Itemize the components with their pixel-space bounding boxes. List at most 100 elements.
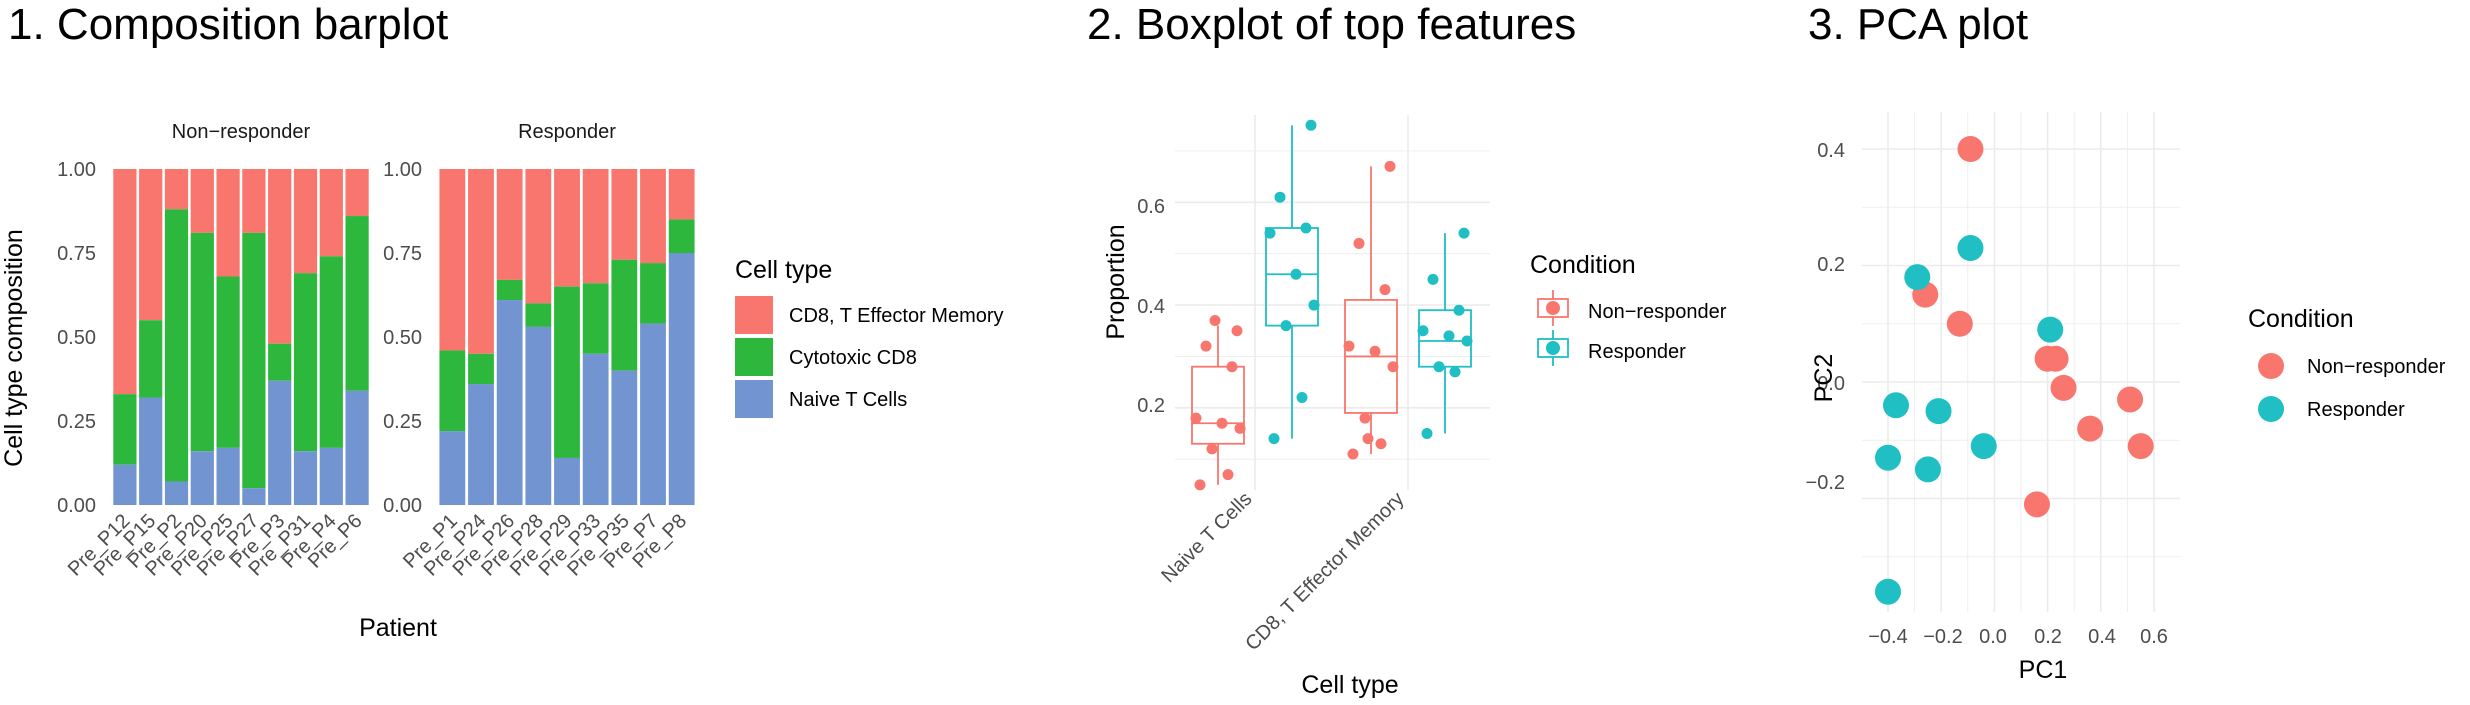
jitter-point-naive-t-cells-non-responder [1209,314,1221,326]
y-tick-label: 0.50 [383,327,422,349]
jitter-point-naive-t-cells-non-responder [1190,412,1202,424]
bar-segment-naive-t-cells-pre-p6 [345,390,369,505]
legend-key-responder [2258,396,2284,422]
jitter-point-naive-t-cells-responder [1290,268,1302,280]
jitter-point-cd8-t-effector-memory-responder [1433,361,1445,373]
bar-segment-cd8-effector-memory-pre-p28 [525,169,552,304]
jitter-point-cd8-t-effector-memory-responder [1458,227,1470,239]
jitter-point-cd8-t-effector-memory-non-responder [1353,237,1365,249]
celltype-legend: Cell type CD8, T Effector Memory Cytotox… [735,256,1004,418]
jitter-point-cd8-t-effector-memory-non-responder [1369,345,1381,357]
x-tick-label: −0.4 [1868,626,1907,648]
jitter-point-naive-t-cells-non-responder [1206,443,1218,455]
bar-segment-naive-t-cells-pre-p25 [216,447,240,505]
y-tick-label: 0.6 [1137,196,1165,218]
pca-y-axis-title: PC2 [1810,354,1838,403]
pca-point-non-responder [2127,433,2154,460]
bar-segment-cytotoxic-cd8-pre-p20 [190,232,214,452]
pca-point-non-responder [1946,310,1973,337]
legend-key-point [1546,341,1560,355]
jitter-point-naive-t-cells-non-responder [1231,325,1243,337]
pca-point-responder [1914,456,1941,483]
bar-segment-cd8-effector-memory-pre-p15 [139,169,163,321]
bar-segment-cytotoxic-cd8-pre-p28 [525,303,552,327]
jitter-point-cd8-t-effector-memory-responder [1449,366,1461,378]
bar-segment-cd8-effector-memory-pre-p6 [345,169,369,217]
legend-key-non-responder [2258,353,2284,379]
bar-segment-cd8-effector-memory-pre-p4 [319,169,343,257]
boxplot-legend: Condition Non−responder Responder [1530,251,1727,366]
bar-segment-cytotoxic-cd8-pre-p8 [668,219,695,253]
boxplot-y-axis: 0.2 0.4 0.6 [1137,196,1165,417]
y-tick-label: 0.00 [383,495,422,517]
bar-segment-cd8-effector-memory-pre-p31 [293,169,318,274]
y-tick-label: 0.00 [57,495,96,517]
pca-point-non-responder [1957,136,1984,162]
bar-segment-cytotoxic-cd8-pre-p24 [468,353,494,385]
jitter-point-naive-t-cells-non-responder [1226,361,1238,373]
bar-segment-naive-t-cells-pre-p27 [242,488,266,505]
barplot-y-axis: 1.00 0.75 0.50 0.25 0.00 1.00 0.75 0.50 … [57,159,422,517]
y-tick-label: 1.00 [383,159,422,181]
composition-barplot: Non−responder Responder 1.00 0.75 0.50 0… [0,121,1004,642]
bar-segment-cd8-effector-memory-pre-p26 [496,169,523,280]
pca-x-axis-title: PC1 [2019,656,2068,684]
jitter-point-naive-t-cells-non-responder [1194,479,1206,491]
boxplot-chart: 0.2 0.4 0.6 Naive T Cells CD8, T Effecto… [1102,115,1727,699]
pca-point-non-responder [2042,345,2069,372]
bar-segment-cytotoxic-cd8-pre-p27 [242,232,266,489]
legend-key-naive-t-cells [735,380,773,418]
jitter-point-cd8-t-effector-memory-responder [1417,325,1429,337]
bar-segment-cytotoxic-cd8-pre-p25 [216,276,240,448]
jitter-point-naive-t-cells-responder [1300,222,1312,234]
box-naive-t-cells-responder [1265,227,1319,327]
jitter-point-naive-t-cells-non-responder [1216,417,1228,429]
bar-segment-naive-t-cells-pre-p26 [496,300,523,505]
legend-key-point [1546,301,1560,315]
bar-segment-cytotoxic-cd8-pre-p7 [640,263,666,324]
bar-segment-cd8-effector-memory-pre-p24 [468,169,494,354]
y-tick-label: 0.4 [1137,296,1165,318]
legend-label-responder: Responder [2307,399,2405,421]
bar-segment-cd8-effector-memory-pre-p3 [268,169,292,344]
bar-segment-cd8-effector-memory-pre-p25 [216,169,240,277]
bar-segment-naive-t-cells-pre-p4 [319,447,343,505]
jitter-point-cd8-t-effector-memory-responder [1421,427,1433,439]
bar-segment-naive-t-cells-pre-p24 [468,384,494,505]
bar-segment-naive-t-cells-pre-p15 [139,397,163,505]
bar-segment-naive-t-cells-pre-p1 [439,431,466,505]
bar-segment-cd8-effector-memory-pre-p33 [582,169,609,284]
bar-segment-cytotoxic-cd8-pre-p3 [268,343,292,381]
legend-key-responder [1537,330,1569,366]
jitter-point-cd8-t-effector-memory-non-responder [1362,433,1374,445]
legend-label-naive-t-cells: Naive T Cells [789,389,907,411]
y-tick-label: 0.2 [1817,254,1845,276]
bar-segment-cd8-effector-memory-pre-p1 [439,169,466,351]
legend-label-cytotoxic-cd8: Cytotoxic CD8 [789,347,917,369]
pca-point-non-responder [2117,386,2144,413]
bar-segment-naive-t-cells-pre-p33 [582,353,609,505]
pca-point-responder [1875,444,1901,471]
bar-segment-naive-t-cells-pre-p35 [611,370,638,505]
pca-point-responder [2037,316,2064,343]
jitter-point-naive-t-cells-responder [1296,392,1308,404]
bar-segment-naive-t-cells-pre-p2 [164,481,189,505]
pca-x-axis: −0.4 −0.2 0.0 0.2 0.4 0.6 [1868,626,2168,648]
bar-segment-cd8-effector-memory-pre-p35 [611,169,638,260]
facet-label-responder: Responder [518,121,616,143]
jitter-point-cd8-t-effector-memory-non-responder [1343,340,1355,352]
celltype-legend-title: Cell type [735,256,832,284]
x-tick-label-cd8-effector-memory: CD8, T Effector Memory [1241,488,1408,655]
bar-segment-cytotoxic-cd8-pre-p2 [164,209,189,482]
pca-point-responder [1957,235,1984,262]
legend-key-non-responder [1537,290,1569,326]
y-tick-label: 0.0 [1817,373,1845,395]
y-tick-label: 0.75 [383,243,422,265]
y-tick-label: 0.25 [383,411,422,433]
composition-barplot-title: 1. Composition barplot [8,0,449,49]
jitter-point-cd8-t-effector-memory-non-responder [1379,284,1391,296]
jitter-point-cd8-t-effector-memory-non-responder [1375,438,1387,450]
bar-segment-cd8-effector-memory-pre-p8 [668,169,695,220]
bar-segment-naive-t-cells-pre-p20 [190,451,214,505]
